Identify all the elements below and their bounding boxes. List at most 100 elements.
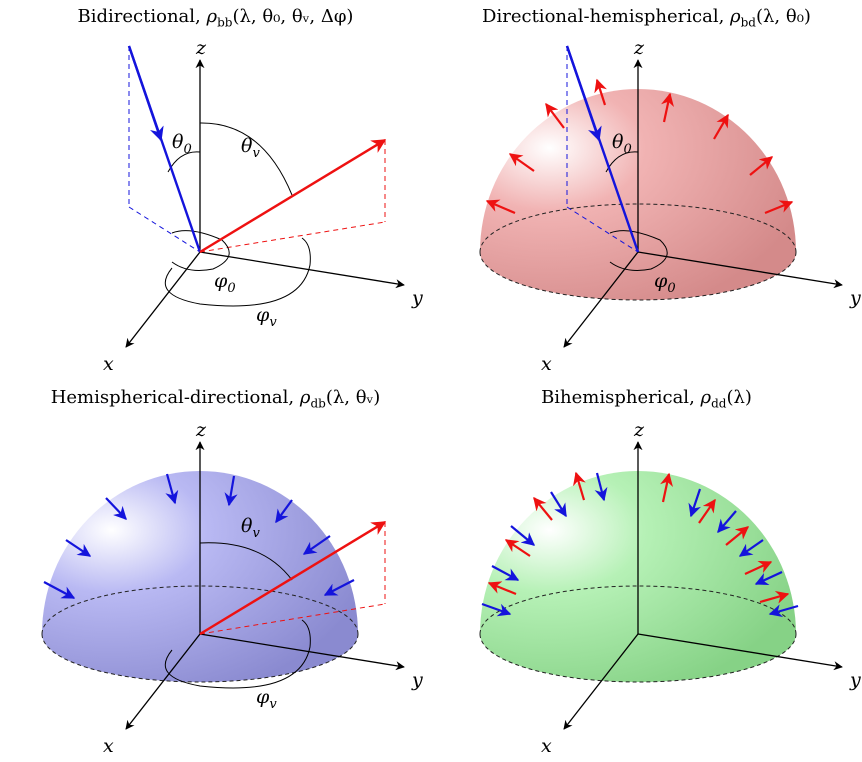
x-axis: [125, 633, 201, 730]
reflected-arrow: [661, 92, 674, 123]
incident-ray-arrow: [127, 45, 164, 142]
y-axis: [199, 251, 405, 289]
phiv-label: φv: [256, 304, 277, 330]
x-label: x: [541, 735, 552, 757]
x-label: x: [541, 353, 552, 375]
incident-arrow: [491, 565, 520, 581]
panel-bidirectional: z y x θ0 θv φ0 φv: [103, 37, 423, 375]
z-label: z: [195, 37, 207, 59]
reflected-arrow: [660, 472, 673, 503]
incident-arrow: [688, 488, 702, 518]
title-args: (λ): [726, 387, 752, 408]
phiv-label: φv: [256, 686, 277, 712]
z-label: z: [195, 419, 207, 441]
panel-bidirectional-header: Bidirectional, ρbb(λ, θ₀, θᵥ, Δφ): [0, 0, 431, 381]
x-axis: [563, 251, 639, 348]
title-name: Hemispherical-directional: [50, 387, 289, 408]
reflected-ray: [199, 520, 387, 636]
y-axis: [637, 633, 843, 671]
x-label: x: [103, 353, 114, 375]
theta0-label: θ0: [612, 131, 632, 157]
incident-arrows: [481, 472, 799, 618]
panel-hemispherical-directional: z y x θv φv: [41, 419, 423, 757]
reflected-arrow: [725, 526, 750, 546]
title-symbol: ρ: [299, 387, 311, 408]
reflected-arrow: [485, 199, 516, 215]
reflected-arrow: [508, 153, 535, 172]
incident-ray-arrow: [565, 45, 602, 142]
incident-arrow: [738, 539, 764, 557]
y-axis: [637, 251, 843, 289]
equator-back: [479, 203, 797, 253]
y-label: y: [411, 287, 423, 309]
incident-arrow: [717, 510, 737, 534]
x-axis: [125, 251, 201, 348]
reflected-arrow: [594, 78, 607, 106]
reflected-arrow: [749, 156, 774, 176]
x-label: x: [103, 735, 114, 757]
phiv-arc: [164, 237, 311, 307]
equator-back: [41, 585, 359, 635]
reflected-arrow: [545, 102, 565, 129]
incident-arrow: [594, 472, 608, 502]
title-symbol: ρ: [730, 6, 741, 27]
title-symbol: ρ: [700, 387, 712, 408]
reflected-arrow: [698, 498, 716, 524]
y-label: y: [411, 669, 423, 691]
title-args: (λ, θᵥ): [325, 387, 381, 408]
x-axis: [563, 633, 639, 730]
theta0-label: θ0: [172, 131, 192, 157]
incident-arrows: [43, 473, 355, 599]
reflected-arrow: [533, 496, 553, 521]
reflected-ray: [199, 138, 387, 254]
phiv-arc: [164, 619, 311, 689]
phi0-label: φ0: [214, 270, 236, 296]
incident-arrow: [481, 602, 512, 617]
incident-arrow: [165, 473, 179, 505]
y-label: y: [849, 287, 861, 309]
title-subscript: bb: [217, 15, 233, 30]
panel-directional-hemispherical: z y x θ0 φ0: [479, 37, 861, 375]
incident-arrow: [224, 475, 238, 507]
reflected-arrow: [713, 113, 729, 140]
title-args: (λ, θ₀): [756, 6, 811, 27]
thetav-label: θv: [241, 515, 260, 541]
title-name: Bidirectional: [77, 6, 196, 27]
panel-title: Hemispherical-directional, ρdb(λ, θᵥ): [50, 387, 381, 411]
panel-bihemispherical: z y x: [479, 419, 861, 757]
y-label: y: [849, 669, 861, 691]
reflected-arrow: [764, 200, 794, 215]
z-label: z: [633, 419, 645, 441]
incident-arrow: [510, 525, 536, 546]
incident-arrow: [302, 535, 331, 555]
incident-arrow: [43, 581, 76, 599]
panel-title: Bidirectional, ρbb(λ, θ₀, θᵥ, Δφ): [77, 6, 354, 30]
z-label: z: [633, 37, 645, 59]
reflected-projection-horizontal: [199, 221, 386, 253]
reflected-projection-horizontal: [199, 603, 386, 635]
title-name: Bihemispherical: [541, 387, 690, 408]
reflected-arrow: [504, 539, 531, 557]
incident-arrow: [275, 499, 293, 524]
panel-directional-hemispherical-header: Directional-hemispherical, ρbd(λ, θ₀): [431, 0, 862, 381]
panel-hemispherical-directional-header: Hemispherical-directional, ρdb(λ, θᵥ): [0, 381, 431, 762]
title-subscript: bd: [740, 15, 756, 30]
panel-bihemispherical-header: Bihemispherical, ρdd(λ): [431, 381, 862, 762]
reflected-arrow: [759, 590, 790, 604]
title-args: (λ, θ₀, θᵥ, Δφ): [232, 6, 354, 27]
panel-title: Directional-hemispherical, ρbd(λ, θ₀): [482, 6, 811, 30]
incident-arrow: [550, 491, 567, 518]
thetav-arc: [199, 122, 293, 196]
incident-arrow: [768, 604, 799, 618]
reflected-arrows: [485, 78, 794, 215]
thetav-label: θv: [241, 135, 260, 161]
incident-arrow: [65, 539, 92, 557]
reflected-arrows: [487, 471, 790, 604]
incident-arrow: [323, 579, 355, 596]
incident-arrow: [754, 571, 783, 586]
y-axis: [199, 633, 405, 671]
title-symbol: ρ: [206, 6, 218, 27]
title-name: Directional-hemispherical: [482, 6, 719, 27]
reflected-arrow: [487, 581, 517, 596]
